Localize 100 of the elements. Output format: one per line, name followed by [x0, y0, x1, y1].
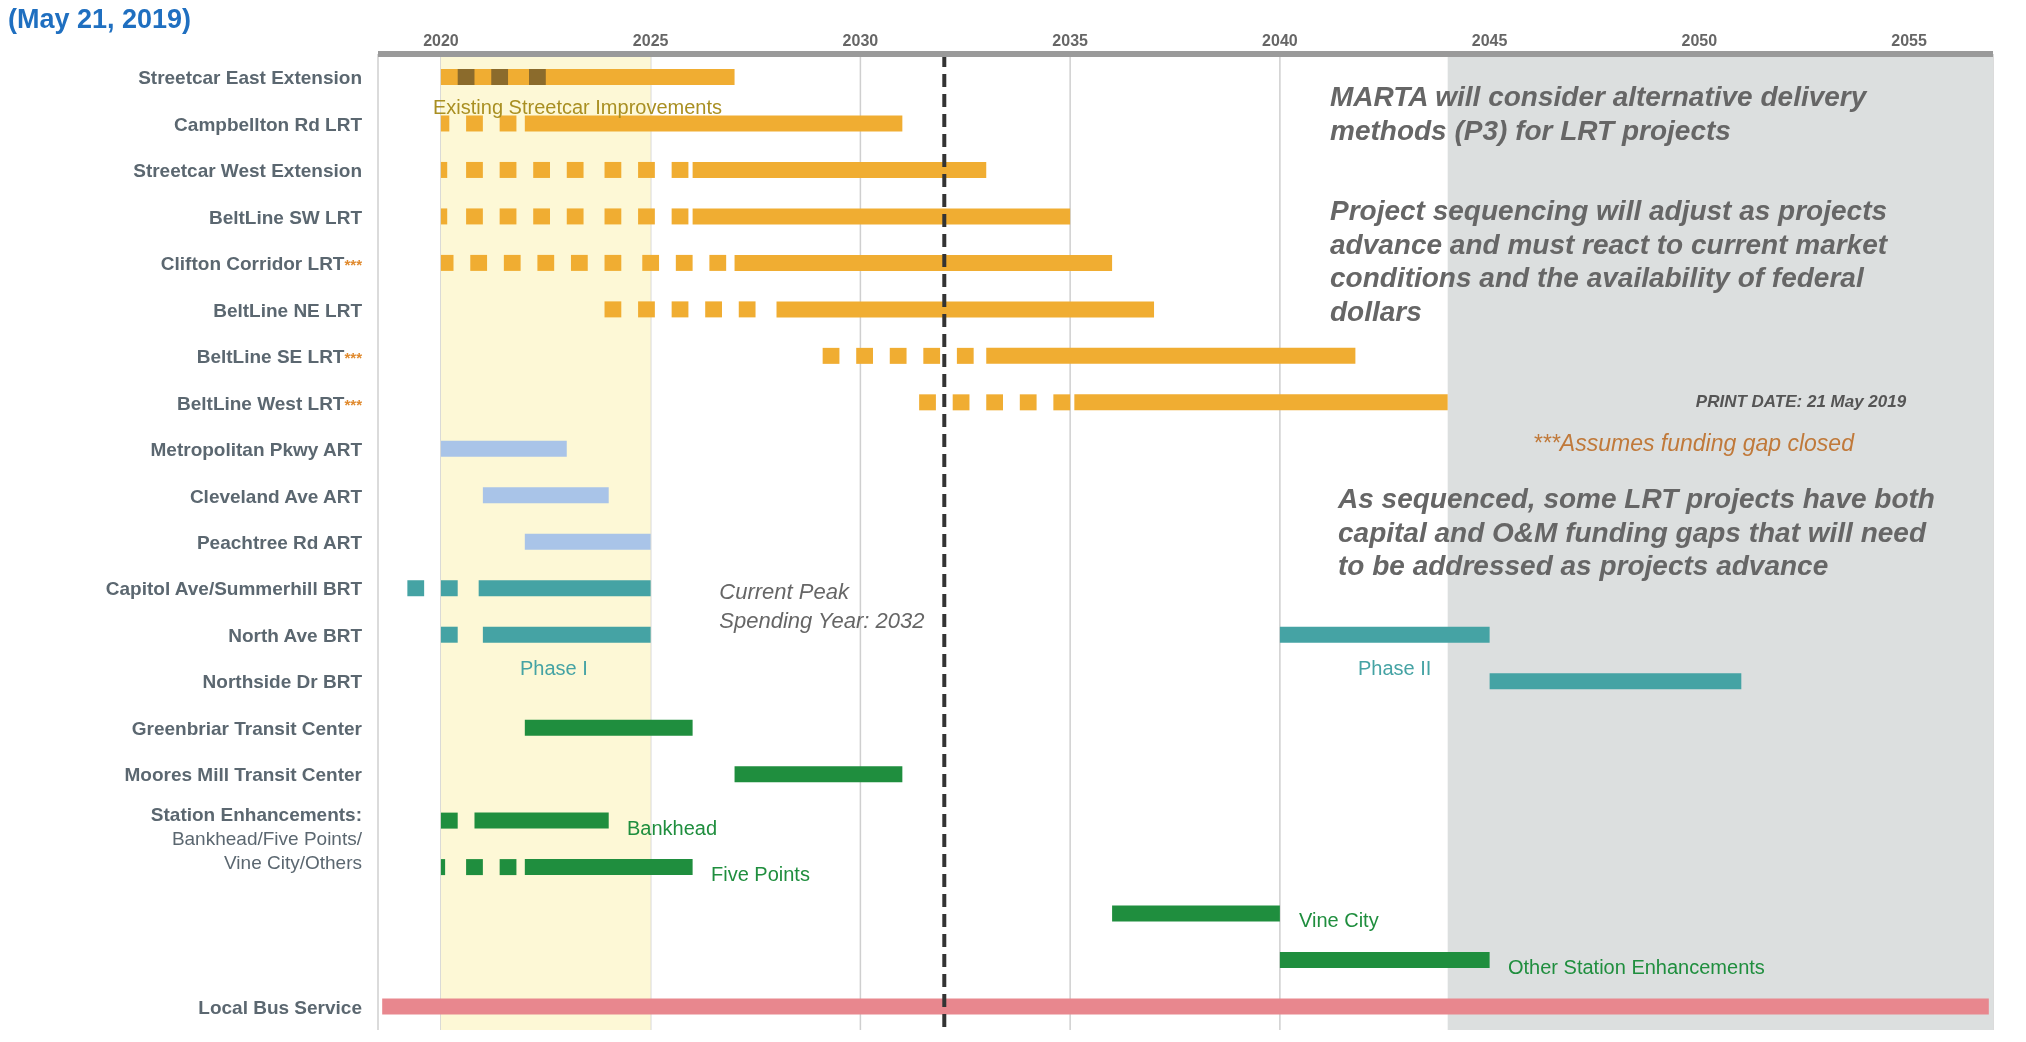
bar [537, 254, 555, 271]
bar [986, 394, 1004, 411]
bar [986, 347, 1356, 364]
bar [440, 254, 454, 271]
annotation: Bankhead [627, 816, 718, 840]
y-tick-label: Greenbriar Transit Center [131, 717, 363, 739]
x-tick-label: 2025 [632, 32, 669, 49]
x-tick-label: 2020 [423, 32, 459, 49]
y-tick-label: North Ave BRT [228, 624, 363, 646]
y-tick-label: BeltLine NE LRT [213, 299, 363, 321]
y-tick-label: BeltLine SE LRT*** [196, 346, 363, 368]
bar [671, 301, 689, 318]
bar [822, 347, 840, 364]
x-tick-label: 2050 [1681, 32, 1718, 49]
bar [566, 208, 584, 225]
annotation: Phase I [520, 656, 588, 680]
bar [1074, 394, 1448, 411]
x-tick-label: 2030 [842, 32, 879, 49]
bar [671, 208, 689, 225]
annotation: Project sequencing will adjust as projects advance and must react to current market conditions and the availability of federal dollars [1330, 194, 1889, 329]
y-tick-label: Moores Mill Transit Center [124, 764, 363, 786]
ref-line-label: Current Peak Spending Year: 2032 [719, 579, 925, 633]
y-tick-label: BeltLine SW LRT [208, 206, 363, 228]
bar [382, 998, 1989, 1015]
bar [638, 161, 655, 178]
bar [604, 254, 622, 271]
bar [524, 533, 651, 550]
bar [705, 301, 722, 318]
bar [499, 208, 517, 225]
bar [734, 766, 903, 783]
bar [482, 487, 609, 504]
y-tick-label: BeltLine West LRT*** [176, 392, 363, 414]
bar [738, 301, 756, 318]
bar [440, 440, 567, 457]
bar [1112, 905, 1280, 922]
bar [604, 301, 622, 318]
bar [675, 254, 693, 271]
bar [499, 161, 517, 178]
bar [889, 347, 907, 364]
bar [1019, 394, 1037, 411]
bar [1279, 952, 1490, 969]
annotation: PRINT DATE: 21 May 2019 [1694, 392, 1908, 413]
bar [604, 161, 622, 178]
bar [474, 812, 609, 829]
annotation: ***Assumes funding gap closed [1533, 430, 1856, 458]
bar [457, 69, 475, 85]
bar [440, 161, 448, 178]
x-tick-label: 2045 [1471, 32, 1508, 49]
x-tick-label: 2035 [1052, 32, 1089, 49]
bar [529, 69, 546, 85]
bar [491, 69, 509, 85]
bar [440, 812, 458, 829]
bar [466, 161, 483, 178]
bar [919, 394, 936, 411]
y-tick-label: Metropolitan Pkwy ART [150, 439, 363, 461]
bar [956, 347, 974, 364]
bar [533, 161, 550, 178]
bar [524, 859, 693, 876]
bar [952, 394, 970, 411]
y-tick-label: Streetcar East Extension [138, 67, 362, 89]
bar [642, 254, 660, 271]
y-tick-label: Peachtree Rd ART [196, 532, 363, 553]
y-tick-label: Streetcar West Extension [133, 160, 362, 182]
annotation: MARTA will consider alternative delivery methods (P3) for LRT projects [1330, 80, 1869, 148]
annotation: Five Points [711, 862, 810, 886]
bar [566, 161, 584, 178]
bar [466, 208, 483, 225]
x-tick-label: 2055 [1891, 32, 1927, 49]
bar [524, 719, 693, 736]
y-tick-label: Station Enhancements: Bankhead/Five Points/ Vine City/Others [150, 803, 363, 873]
x-tick-label: 2040 [1262, 32, 1298, 49]
bar [503, 254, 521, 271]
y-tick-label: Local Bus Service [198, 996, 362, 1018]
bar [856, 347, 873, 364]
bar [470, 254, 488, 271]
bar [692, 208, 1071, 225]
bar [570, 254, 588, 271]
y-tick-label: Northside Dr BRT [202, 671, 363, 693]
y-tick-label: Cleveland Ave ART [189, 485, 363, 507]
bar [734, 254, 1113, 271]
annotation: Other Station Enhancements [1508, 955, 1765, 979]
y-tick-label: Campbellton Rd LRT [174, 113, 363, 135]
annotation: Vine City [1299, 908, 1379, 932]
bar [1279, 626, 1490, 643]
bar [604, 208, 622, 225]
bar [1053, 394, 1071, 411]
y-tick-label: Capitol Ave/Summerhill BRT [105, 578, 363, 600]
bar [692, 161, 987, 178]
y-tick-label: Clifton Corridor LRT*** [160, 253, 363, 275]
bar [638, 301, 655, 318]
bar [671, 161, 689, 178]
bar [499, 859, 517, 876]
text: (May 21, 2019) [8, 4, 192, 35]
bar [638, 208, 655, 225]
bar [709, 254, 727, 271]
bar [466, 859, 483, 876]
bar [440, 208, 448, 225]
bar [440, 859, 446, 876]
annotation: Existing Streetcar Improvements [433, 95, 722, 119]
annotation: As sequenced, some LRT projects have both capital and O&M funding gaps that will need to be addressed as projects advance [1338, 482, 1936, 583]
